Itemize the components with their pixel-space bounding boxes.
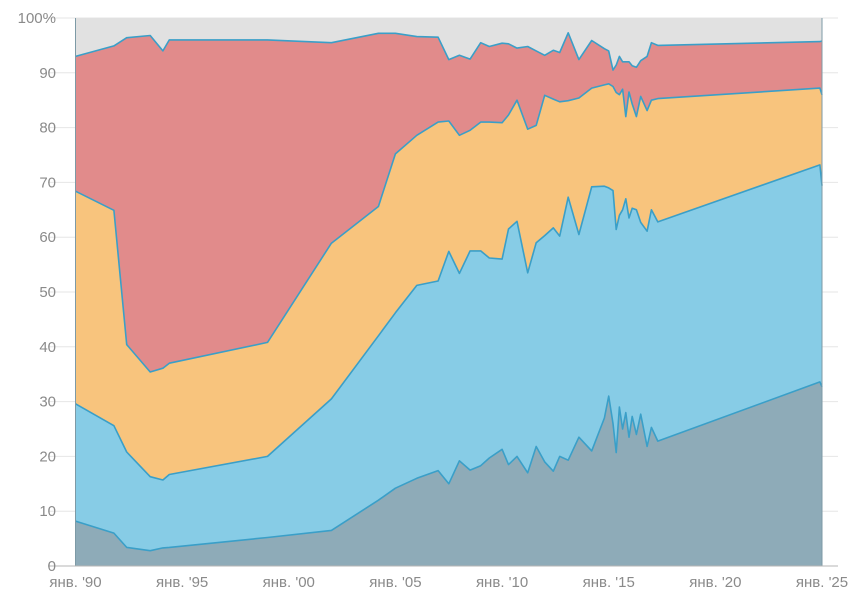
area-s1 <box>75 381 822 566</box>
x-tick-label: янв. '20 <box>689 574 741 591</box>
y-tick-label: 0 <box>48 558 56 575</box>
line-s2 <box>75 164 823 481</box>
y-tick-label: 100% <box>18 10 56 27</box>
y-tick-label: 40 <box>39 339 56 356</box>
area-s4 <box>75 32 822 373</box>
x-tick-label: янв. '10 <box>476 574 528 591</box>
y-tick-label: 70 <box>39 174 56 191</box>
y-tick-label: 80 <box>39 120 56 137</box>
area-s2 <box>75 164 822 551</box>
chart-series-lines <box>75 31 823 552</box>
x-tick-label: янв. '90 <box>49 574 101 591</box>
area-s5 <box>75 18 822 71</box>
y-tick-label: 50 <box>39 284 56 301</box>
x-tick-label: янв. '00 <box>263 574 315 591</box>
area-s3 <box>75 83 822 481</box>
chart-axes <box>48 18 838 567</box>
line-s1 <box>75 381 823 552</box>
y-tick-label: 90 <box>39 65 56 82</box>
y-tick-label: 10 <box>39 503 56 520</box>
x-tick-label: янв. '05 <box>369 574 421 591</box>
y-axis-tick-labels: 0 10 20 30 40 50 60 70 80 90 100% <box>18 10 56 575</box>
y-tick-label: 30 <box>39 394 56 411</box>
y-tick-label: 60 <box>39 229 56 246</box>
x-tick-label: янв. '15 <box>583 574 635 591</box>
x-axis-tick-labels: янв. '90 янв. '95 янв. '00 янв. '05 янв. '10… <box>49 574 848 591</box>
x-tick-label: янв. '95 <box>156 574 208 591</box>
line-s3 <box>75 83 823 373</box>
chart-areas <box>75 18 822 566</box>
x-tick-label: янв. '25 <box>796 574 848 591</box>
y-tick-label: 20 <box>39 448 56 465</box>
line-s4 <box>75 31 823 71</box>
